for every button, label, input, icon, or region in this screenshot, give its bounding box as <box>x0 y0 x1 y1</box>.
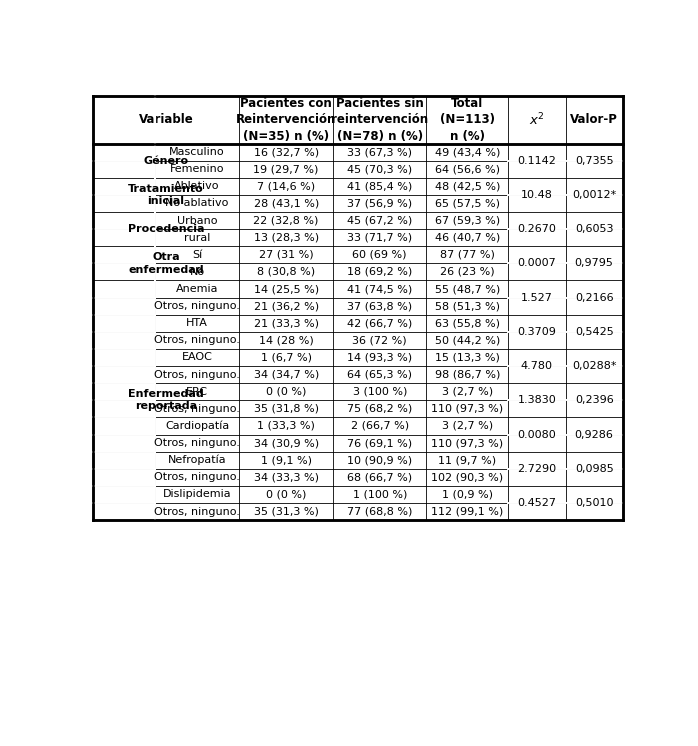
Text: 67 (59,3 %): 67 (59,3 %) <box>435 216 500 225</box>
Text: Otra
enfermedad: Otra enfermedad <box>128 252 204 275</box>
Text: 1 (100 %): 1 (100 %) <box>352 489 407 499</box>
Text: 3 (100 %): 3 (100 %) <box>352 386 407 397</box>
Text: HTA: HTA <box>186 319 208 328</box>
Text: 0,2396: 0,2396 <box>574 395 614 405</box>
Text: 0 (0 %): 0 (0 %) <box>266 489 306 499</box>
Text: 37 (56,9 %): 37 (56,9 %) <box>347 198 413 208</box>
Text: 18 (69,2 %): 18 (69,2 %) <box>347 267 413 277</box>
Text: 0,5010: 0,5010 <box>575 498 614 508</box>
Text: 1 (9,1 %): 1 (9,1 %) <box>260 455 312 466</box>
Text: 63 (55,8 %): 63 (55,8 %) <box>435 319 500 328</box>
Text: 36 (72 %): 36 (72 %) <box>352 336 407 345</box>
Text: Masculino: Masculino <box>170 147 225 157</box>
Text: 10.48: 10.48 <box>521 190 553 200</box>
Text: 8 (30,8 %): 8 (30,8 %) <box>257 267 315 277</box>
Text: 0 (0 %): 0 (0 %) <box>266 386 306 397</box>
Text: 110 (97,3 %): 110 (97,3 %) <box>431 404 503 414</box>
Text: Variable: Variable <box>138 113 193 127</box>
Text: 0,7355: 0,7355 <box>575 156 614 166</box>
Text: 28 (43,1 %): 28 (43,1 %) <box>253 198 319 208</box>
Text: 11 (9,7 %): 11 (9,7 %) <box>438 455 496 466</box>
Text: 26 (23 %): 26 (23 %) <box>440 267 494 277</box>
Text: 33 (71,7 %): 33 (71,7 %) <box>347 233 413 242</box>
Text: Pacientes sin
reintervención
(N=78) n (%): Pacientes sin reintervención (N=78) n (%… <box>331 97 429 143</box>
Text: 1 (6,7 %): 1 (6,7 %) <box>260 353 312 363</box>
Text: 14 (25,5 %): 14 (25,5 %) <box>253 284 319 294</box>
Text: 41 (85,4 %): 41 (85,4 %) <box>347 181 413 191</box>
Text: Procedencia: Procedencia <box>128 224 204 234</box>
Text: 75 (68,2 %): 75 (68,2 %) <box>347 404 413 414</box>
Text: 98 (86,7 %): 98 (86,7 %) <box>435 369 500 380</box>
Text: 2 (66,7 %): 2 (66,7 %) <box>350 421 409 431</box>
Text: Tratamiento
inicial: Tratamiento inicial <box>128 184 204 206</box>
Text: 14 (93,3 %): 14 (93,3 %) <box>347 353 413 363</box>
Text: 13 (28,3 %): 13 (28,3 %) <box>253 233 319 242</box>
Text: Ablativo: Ablativo <box>174 181 220 191</box>
Text: 102 (90,3 %): 102 (90,3 %) <box>431 472 503 483</box>
Text: 0,2166: 0,2166 <box>575 292 614 303</box>
Text: 0,9286: 0,9286 <box>574 430 614 439</box>
Text: 50 (44,2 %): 50 (44,2 %) <box>435 336 500 345</box>
Text: 1 (33,3 %): 1 (33,3 %) <box>258 421 315 431</box>
Text: 58 (51,3 %): 58 (51,3 %) <box>435 301 500 311</box>
Text: 65 (57,5 %): 65 (57,5 %) <box>435 198 500 208</box>
Text: 0,5425: 0,5425 <box>574 327 614 336</box>
Text: 14 (28 %): 14 (28 %) <box>259 336 313 345</box>
Text: 45 (67,2 %): 45 (67,2 %) <box>347 216 413 225</box>
Text: 46 (40,7 %): 46 (40,7 %) <box>435 233 500 242</box>
Text: 87 (77 %): 87 (77 %) <box>440 250 495 260</box>
Text: 0.4527: 0.4527 <box>517 498 556 508</box>
Text: No: No <box>190 267 205 277</box>
Text: 60 (69 %): 60 (69 %) <box>352 250 407 260</box>
Text: 16 (32,7 %): 16 (32,7 %) <box>253 147 319 157</box>
Text: Total
(N=113)
n (%): Total (N=113) n (%) <box>440 97 495 143</box>
Text: 10 (90,9 %): 10 (90,9 %) <box>347 455 413 466</box>
Text: Otros, ninguno.: Otros, ninguno. <box>154 301 240 311</box>
Text: 34 (34,7 %): 34 (34,7 %) <box>253 369 319 380</box>
Text: 1 (0,9 %): 1 (0,9 %) <box>442 489 493 499</box>
Text: 0,0985: 0,0985 <box>574 464 614 474</box>
Text: 21 (36,2 %): 21 (36,2 %) <box>253 301 319 311</box>
Text: Pacientes con
Reintervención
(N=35) n (%): Pacientes con Reintervención (N=35) n (%… <box>236 97 336 143</box>
Text: 0,0012*: 0,0012* <box>572 190 616 200</box>
Text: 1.3830: 1.3830 <box>517 395 556 405</box>
Text: Género: Género <box>143 156 188 166</box>
Text: 27 (31 %): 27 (31 %) <box>259 250 313 260</box>
Text: 1.527: 1.527 <box>521 292 553 303</box>
Text: 68 (66,7 %): 68 (66,7 %) <box>347 472 413 483</box>
Text: 33 (67,3 %): 33 (67,3 %) <box>347 147 413 157</box>
Text: 0,6053: 0,6053 <box>575 224 614 234</box>
Text: No ablativo: No ablativo <box>165 198 229 208</box>
Text: 2.7290: 2.7290 <box>517 464 556 474</box>
Text: 15 (13,3 %): 15 (13,3 %) <box>435 353 500 363</box>
Text: 0,0288*: 0,0288* <box>572 361 616 371</box>
Text: rural: rural <box>184 233 210 242</box>
Text: 37 (63,8 %): 37 (63,8 %) <box>347 301 413 311</box>
Text: 64 (65,3 %): 64 (65,3 %) <box>347 369 413 380</box>
Text: Sí: Sí <box>192 250 202 260</box>
Text: 21 (33,3 %): 21 (33,3 %) <box>253 319 319 328</box>
Text: 0,9795: 0,9795 <box>574 258 614 269</box>
Text: Cardiopatía: Cardiopatía <box>165 421 229 431</box>
Text: Femenino: Femenino <box>170 164 224 175</box>
Text: Otros, ninguno.: Otros, ninguno. <box>154 507 240 516</box>
Text: ERC: ERC <box>186 386 208 397</box>
Text: 0.1142: 0.1142 <box>517 156 556 166</box>
Text: EAOC: EAOC <box>181 353 212 363</box>
Text: Dislipidemia: Dislipidemia <box>163 489 232 499</box>
Text: 48 (42,5 %): 48 (42,5 %) <box>435 181 500 191</box>
Text: Enfermedad
reportada: Enfermedad reportada <box>128 389 204 412</box>
Text: 7 (14,6 %): 7 (14,6 %) <box>257 181 315 191</box>
Text: 41 (74,5 %): 41 (74,5 %) <box>347 284 413 294</box>
Text: $x^{2}$: $x^{2}$ <box>529 112 544 128</box>
Text: Otros, ninguno.: Otros, ninguno. <box>154 369 240 380</box>
Text: 42 (66,7 %): 42 (66,7 %) <box>347 319 413 328</box>
Text: 112 (99,1 %): 112 (99,1 %) <box>431 507 503 516</box>
Text: 0.0080: 0.0080 <box>517 430 556 439</box>
Text: 64 (56,6 %): 64 (56,6 %) <box>435 164 500 175</box>
Text: 4.780: 4.780 <box>521 361 553 371</box>
Text: 35 (31,3 %): 35 (31,3 %) <box>253 507 318 516</box>
Text: 3 (2,7 %): 3 (2,7 %) <box>442 421 493 431</box>
Text: Otros, ninguno.: Otros, ninguno. <box>154 336 240 345</box>
Text: Valor-P: Valor-P <box>570 113 618 127</box>
